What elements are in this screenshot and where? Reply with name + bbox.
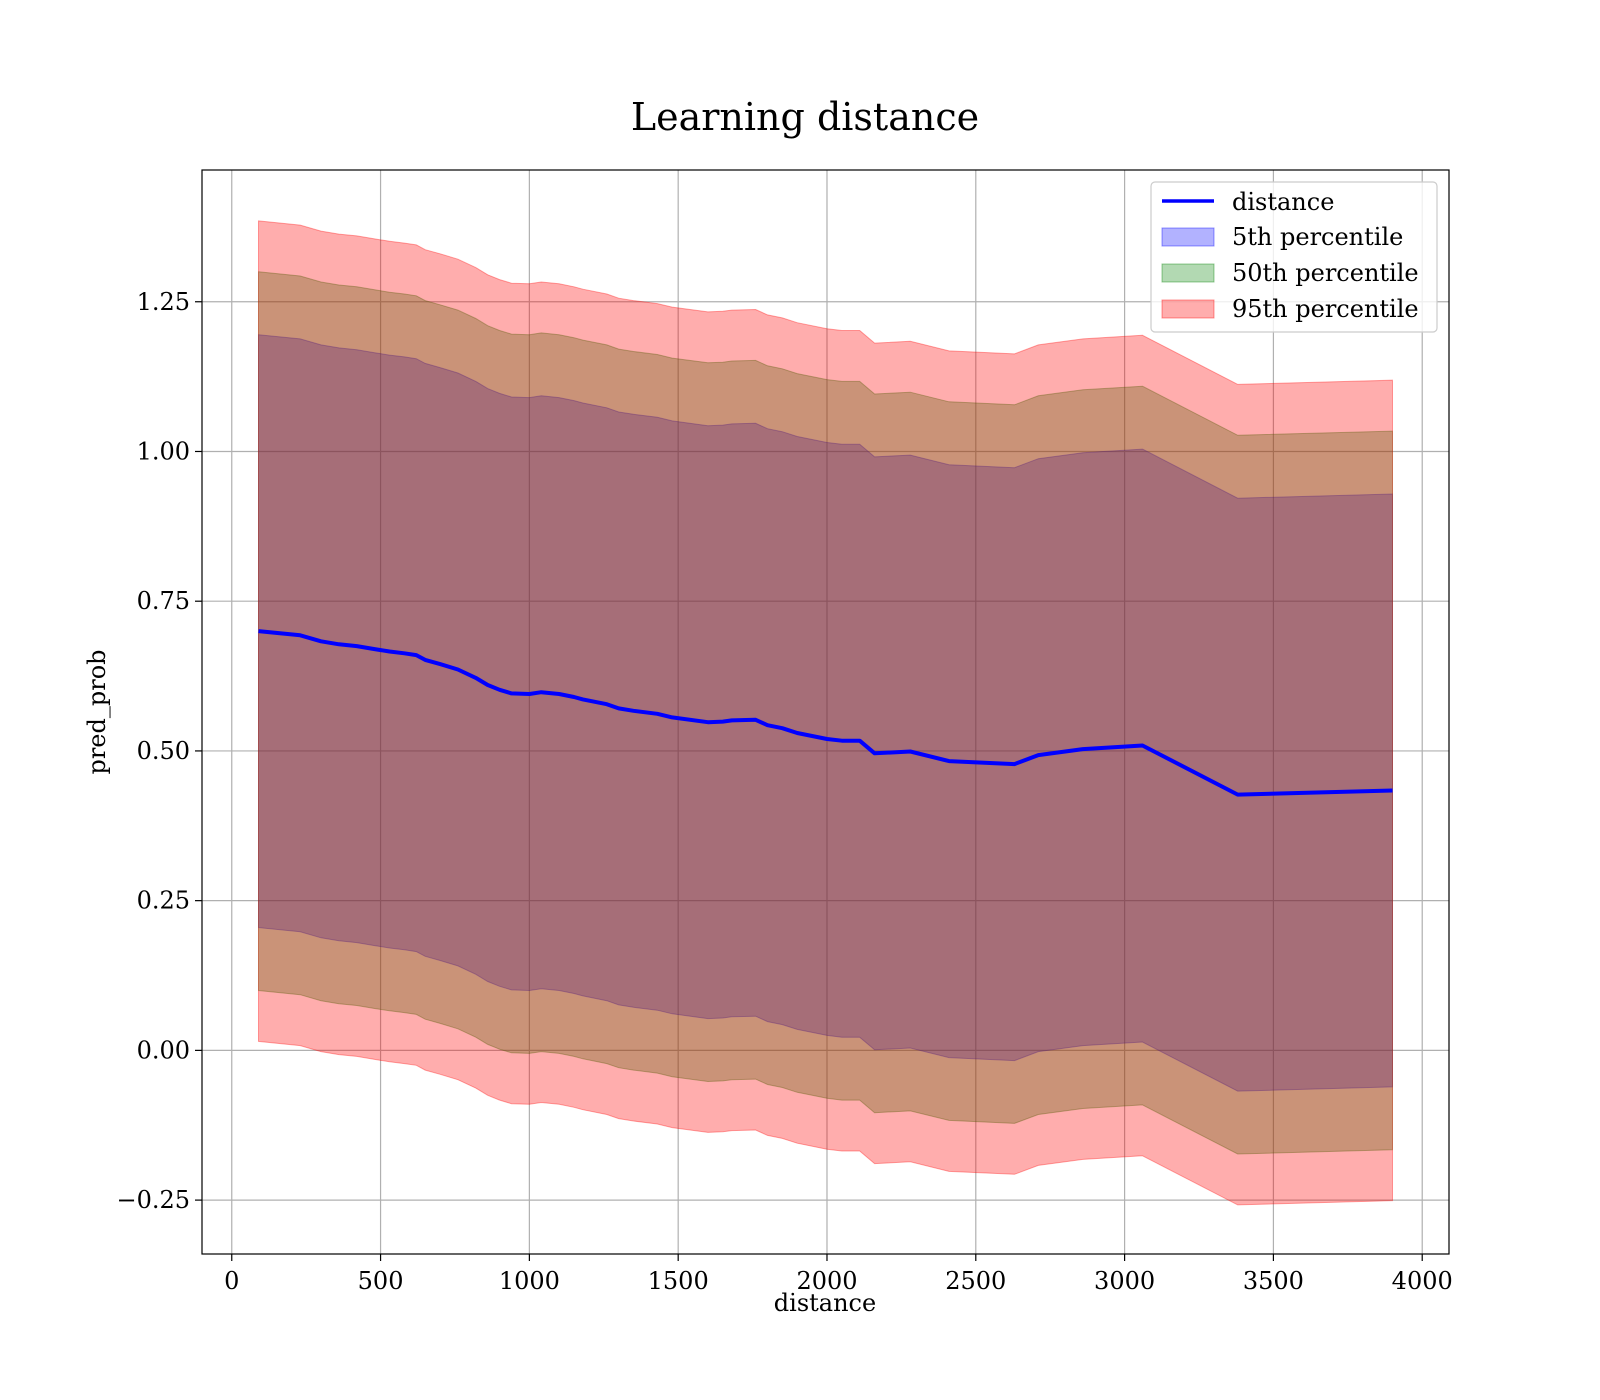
y-tick-label: −0.25 xyxy=(116,1186,190,1214)
x-tick-label: 3500 xyxy=(1243,1267,1304,1295)
legend-label-distance: distance xyxy=(1232,188,1334,216)
x-tick-label: 1000 xyxy=(499,1267,560,1295)
y-tick-label: 1.00 xyxy=(137,437,190,465)
y-axis-ticks: −0.25 0.00 0.25 0.50 0.75 1.00 1.25 xyxy=(116,288,202,1214)
legend-label-50th-percentile: 50th percentile xyxy=(1232,259,1419,287)
legend-swatch-50th-percentile xyxy=(1161,263,1215,283)
x-tick-label: 2000 xyxy=(796,1267,857,1295)
x-tick-label: 500 xyxy=(358,1267,404,1295)
band-50th-percentile xyxy=(258,271,1393,1155)
legend-box xyxy=(1150,181,1438,333)
x-tick-label: 2500 xyxy=(945,1267,1006,1295)
band-95th-percentile xyxy=(258,220,1393,1206)
legend: distance 5th percentile 50th percentile … xyxy=(1150,181,1438,333)
y-tick-label: 0.00 xyxy=(137,1036,190,1064)
x-tick-label: 4000 xyxy=(1392,1267,1453,1295)
x-tick-label: 0 xyxy=(224,1267,239,1295)
x-axis-ticks: 0 500 1000 1500 2000 2500 3000 3500 4000 xyxy=(224,1254,1453,1295)
y-tick-label: 0.25 xyxy=(137,887,190,915)
percentile-bands xyxy=(258,220,1393,1206)
chart-title: Learning distance xyxy=(631,95,979,139)
y-axis-label: pred_prob xyxy=(83,649,111,774)
x-tick-label: 3000 xyxy=(1094,1267,1155,1295)
y-tick-label: 0.50 xyxy=(137,737,190,765)
plot-frame xyxy=(201,169,1450,1255)
distance-line-layer xyxy=(258,629,1393,797)
x-tick-label: 1500 xyxy=(648,1267,709,1295)
legend-swatch-5th-percentile xyxy=(1161,227,1215,247)
y-tick-label: 1.25 xyxy=(137,288,190,316)
distance-line xyxy=(258,629,1393,797)
x-axis-label: distance xyxy=(774,1289,876,1317)
legend-swatch-95th-percentile xyxy=(1161,299,1215,319)
band-5th-percentile xyxy=(258,334,1393,1092)
legend-label-5th-percentile: 5th percentile xyxy=(1232,223,1403,251)
legend-label-95th-percentile: 95th percentile xyxy=(1232,295,1419,323)
grid-lines xyxy=(202,170,1449,1254)
y-tick-label: 0.75 xyxy=(137,587,190,615)
